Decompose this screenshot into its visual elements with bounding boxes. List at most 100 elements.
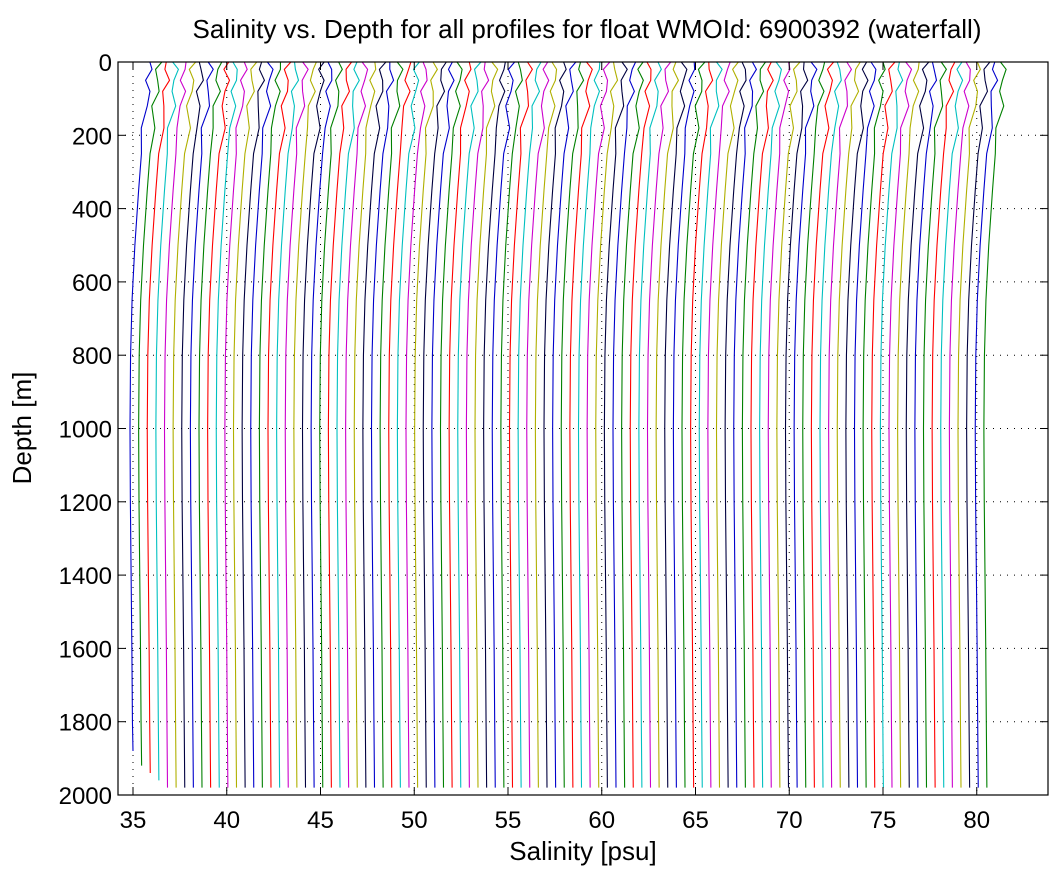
salinity-profile-line xyxy=(715,61,739,788)
salinity-profile-line xyxy=(621,61,644,788)
salinity-profile-line xyxy=(560,61,585,788)
x-tick-label: 40 xyxy=(213,807,240,834)
salinity-profile-line xyxy=(457,61,482,788)
salinity-profile-line xyxy=(897,61,920,788)
salinity-profile-line xyxy=(914,61,938,788)
salinity-profile-line xyxy=(922,61,948,788)
salinity-profile-line xyxy=(138,61,163,766)
y-tick-label: 1400 xyxy=(59,563,112,590)
salinity-profile-line xyxy=(698,61,723,788)
salinity-profile-line xyxy=(543,61,567,788)
salinity-profile-line xyxy=(276,61,300,788)
salinity-profile-line xyxy=(776,61,801,788)
salinity-profile-line xyxy=(189,61,214,788)
salinity-profile-line xyxy=(319,61,343,788)
salinity-profile-line xyxy=(802,61,826,788)
salinity-profile-line xyxy=(655,61,680,788)
salinity-profile-line xyxy=(629,61,652,788)
salinity-profile-line xyxy=(612,61,637,788)
axis-ticks xyxy=(118,61,1048,796)
x-tick-label: 35 xyxy=(120,807,147,834)
salinity-profile-line xyxy=(370,61,395,788)
x-axis-label: Salinity [psu] xyxy=(509,836,656,866)
salinity-profile-line xyxy=(759,61,782,788)
x-tick-label: 55 xyxy=(495,807,522,834)
salinity-profile-line xyxy=(336,61,360,788)
salinity-profile-line xyxy=(327,61,353,788)
y-tick-label: 2000 xyxy=(59,783,112,810)
salinity-profile-line xyxy=(172,61,197,788)
salinity-profile-line xyxy=(293,61,317,788)
salinity-profile-line xyxy=(379,61,404,788)
salinity-profile-line xyxy=(422,61,447,788)
salinity-profile-line xyxy=(284,61,309,788)
salinity-profile-line xyxy=(448,61,472,788)
salinity-profile-line xyxy=(888,61,913,788)
salinity-profile-line xyxy=(500,61,523,788)
salinity-profile-line xyxy=(431,61,455,788)
salinity-profile-line xyxy=(465,61,490,788)
salinity-profile-line xyxy=(267,61,292,788)
salinity-profile-line xyxy=(362,61,387,788)
salinity-profile-line xyxy=(577,61,601,788)
salinity-profile-line xyxy=(966,61,991,788)
salinity-profile-line xyxy=(828,61,853,788)
salinity-profile-line xyxy=(905,61,930,788)
salinity-profile-line xyxy=(181,61,204,788)
y-tick-label: 200 xyxy=(72,123,112,150)
salinity-profile-line xyxy=(345,61,369,788)
salinity-profile-line xyxy=(940,61,964,788)
y-axis-label: Depth [m] xyxy=(7,372,37,485)
y-tick-label: 1000 xyxy=(59,417,112,444)
salinity-profile-line xyxy=(681,61,706,788)
salinity-profile-line xyxy=(207,61,231,788)
salinity-profile-line xyxy=(258,61,282,788)
salinity-profile-line xyxy=(241,61,266,788)
salinity-profile-line xyxy=(793,61,818,788)
salinity-profile-line xyxy=(517,61,542,788)
salinity-profile-line xyxy=(198,61,223,788)
salinity-profile-line xyxy=(672,61,696,788)
salinity-profile-line xyxy=(414,61,439,788)
salinity-profile-line xyxy=(603,61,628,788)
salinity-profile-line xyxy=(871,61,896,788)
salinity-profile-line xyxy=(534,61,558,788)
x-tick-label: 50 xyxy=(401,807,428,834)
salinity-profile-line xyxy=(388,61,412,788)
salinity-profile-line xyxy=(957,61,981,788)
y-tick-label: 1200 xyxy=(59,490,112,517)
salinity-profile-line xyxy=(750,61,774,788)
salinity-profile-line xyxy=(733,61,758,788)
y-tick-label: 1600 xyxy=(59,636,112,663)
salinity-profile-line xyxy=(707,61,731,788)
salinity-profile-line xyxy=(819,61,842,788)
salinity-profile-line xyxy=(250,61,274,788)
salinity-profile-line xyxy=(845,61,869,788)
salinity-profile-line xyxy=(353,61,377,788)
salinity-profile-line xyxy=(638,61,662,788)
salinity-profile-line xyxy=(483,61,506,788)
salinity-profile-line xyxy=(724,61,747,788)
salinity-profile-line xyxy=(767,61,791,788)
y-tick-label: 800 xyxy=(72,343,112,370)
salinity-profile-line xyxy=(983,61,1007,788)
salinity-profile-line xyxy=(862,61,886,788)
y-tick-label: 600 xyxy=(72,270,112,297)
x-tick-label: 45 xyxy=(307,807,334,834)
salinity-profile-line xyxy=(396,61,420,788)
y-tick-label: 400 xyxy=(72,197,112,224)
profile-lines xyxy=(129,61,1007,788)
x-tick-label: 60 xyxy=(588,807,615,834)
salinity-profile-line xyxy=(146,61,171,774)
salinity-profile-line xyxy=(526,61,550,788)
salinity-profile-line xyxy=(155,61,180,781)
salinity-profile-line xyxy=(646,61,672,788)
salinity-profile-line xyxy=(405,61,428,788)
salinity-profile-line xyxy=(974,61,999,788)
salinity-profile-line xyxy=(310,61,333,788)
x-tick-label: 65 xyxy=(682,807,709,834)
salinity-profile-line xyxy=(879,61,904,788)
tick-labels: 35 40 45 50 55 60 65 70 75 8002004006008001000120… xyxy=(59,50,990,834)
salinity-profile-line xyxy=(569,61,593,788)
salinity-profile-line xyxy=(664,61,688,788)
